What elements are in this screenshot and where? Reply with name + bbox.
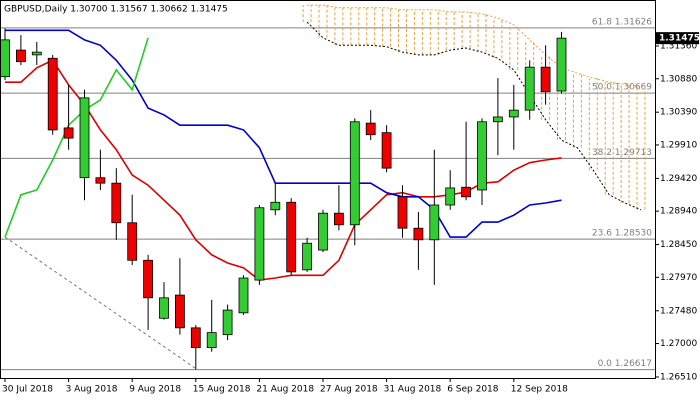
- candle-body: [63, 127, 74, 139]
- candle-body: [429, 204, 440, 241]
- candle-body: [508, 109, 519, 118]
- candle-body: [381, 132, 392, 169]
- indicator-line: [5, 29, 562, 238]
- candle-body: [222, 309, 233, 336]
- candle-body: [143, 259, 154, 299]
- candle-body: [318, 212, 328, 251]
- y-tick-label: 1.27970: [660, 273, 697, 283]
- candle-body: [349, 121, 360, 226]
- candle-body: [79, 97, 90, 179]
- x-tick-label: 21 Aug 2018: [256, 385, 314, 395]
- candle-body: [1, 39, 10, 78]
- candle-body: [31, 51, 42, 56]
- y-tick-label: 1.29420: [660, 174, 697, 184]
- candle-body: [127, 222, 138, 261]
- fib-label: 38.2 1.29713: [592, 148, 652, 158]
- fib-label: 61.8 1.31626: [592, 17, 652, 27]
- y-tick-label: 1.28940: [660, 207, 697, 217]
- candle-body: [238, 277, 249, 314]
- y-tick-label: 1.28450: [660, 240, 697, 250]
- candle-body: [556, 37, 567, 92]
- candle-body: [95, 177, 106, 184]
- plot-area: 61.8 1.31626 50.0 1.30669 38.2 1.29713 23.6…: [1, 4, 655, 371]
- candle-body: [540, 66, 551, 93]
- candle-body: [492, 116, 503, 123]
- current-price-box: [656, 32, 699, 45]
- candle-body: [15, 49, 26, 63]
- candle-body: [524, 66, 535, 111]
- candle-body: [302, 242, 313, 271]
- fib-label: 0.0 1.26617: [598, 359, 652, 369]
- candle-body: [111, 182, 122, 224]
- x-tick-label: 15 Aug 2018: [193, 385, 251, 395]
- candle-body: [445, 187, 456, 206]
- y-tick-label: 1.27000: [660, 339, 697, 349]
- candle-body: [397, 196, 408, 229]
- candle-body: [159, 297, 169, 319]
- trend-line: [4, 236, 196, 369]
- candle-body: [254, 207, 265, 281]
- plot-frame: [0, 0, 656, 379]
- candle-body: [413, 227, 424, 241]
- candle-body: [190, 327, 201, 349]
- y-tick-label: 1.29910: [660, 140, 697, 150]
- indicator-line: [4, 37, 149, 238]
- chart-title: GBPUSD,Daily 1.30700 1.31567 1.30662 1.3…: [4, 5, 228, 15]
- y-tick-label: 1.31360: [660, 41, 697, 51]
- candle-body: [365, 122, 376, 136]
- x-tick-label: 27 Aug 2018: [320, 385, 378, 395]
- candle-body: [461, 186, 472, 198]
- candle-body: [174, 294, 185, 329]
- fib-label: 23.6 1.28530: [592, 229, 652, 239]
- x-tick-label: 31 Aug 2018: [384, 385, 442, 395]
- current-price-label: 1.31475: [659, 34, 700, 44]
- candle-body: [477, 121, 487, 191]
- candle-body: [206, 332, 217, 349]
- y-tick-label: 1.26510: [660, 372, 697, 382]
- x-tick-label: 12 Sep 2018: [511, 385, 568, 395]
- x-tick-label: 3 Aug 2018: [66, 385, 118, 395]
- candle-body: [47, 57, 58, 131]
- x-tick-label: 6 Sep 2018: [447, 385, 499, 395]
- fib-label: 50.0 1.30669: [592, 83, 652, 93]
- x-tick-label: 9 Aug 2018: [129, 385, 181, 395]
- x-tick-label: 30 Jul 2018: [2, 385, 53, 395]
- candle-body: [333, 212, 344, 226]
- candle-body: [286, 201, 297, 273]
- y-tick-label: 1.27480: [660, 306, 697, 316]
- y-tick-label: 1.30390: [660, 108, 697, 118]
- candle-body: [270, 201, 281, 211]
- cloud-span-a: [306, 21, 642, 211]
- y-tick-label: 1.30880: [660, 74, 697, 84]
